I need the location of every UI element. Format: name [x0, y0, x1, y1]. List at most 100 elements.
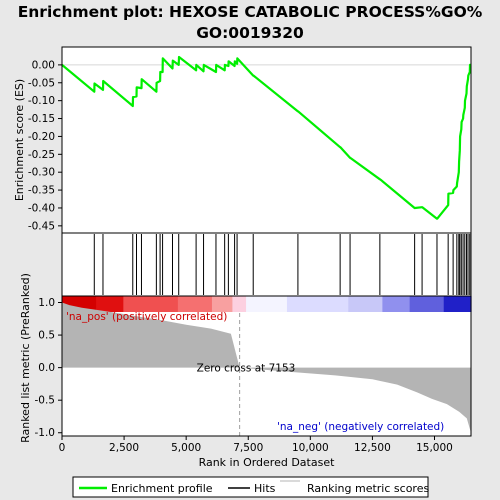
xtick-label: 5,000: [171, 442, 201, 454]
ranking-color-bar-segment: [293, 296, 302, 312]
metric-panel-frame: [61, 295, 472, 437]
ranking-color-bar-segment: [96, 296, 104, 312]
ranking-color-bar-segment: [341, 296, 349, 312]
legend-label-enrichment-profile: Enrichment profile: [111, 482, 213, 495]
es-ytick-label: -0.20: [28, 131, 55, 143]
legend-label-ranking-metric: Ranking metric scores: [307, 482, 429, 495]
es-ytick-label: -0.45: [28, 220, 55, 232]
ranking-color-bar-segment: [300, 296, 308, 312]
xtick-label: 2,500: [109, 442, 139, 454]
ranking-color-bar-segment: [150, 296, 159, 312]
xtick-label: 12,500: [354, 442, 391, 454]
ranking-color-bar-segment: [389, 296, 397, 312]
x-axis-label: Rank in Ordered Dataset: [199, 456, 336, 469]
ranking-color-bar-segment: [171, 296, 179, 312]
ranking-color-bar-segment: [109, 296, 118, 312]
ranking-color-bar-segment: [239, 296, 247, 312]
ranking-color-bar-segment: [266, 296, 274, 312]
ranking-color-bar-segment: [321, 296, 329, 312]
negative-correlation-label: 'na_neg' (negatively correlated): [277, 421, 444, 433]
ranking-color-bar-segment: [273, 296, 281, 312]
ranking-metric-area: [62, 302, 471, 433]
metric-ytick-label: 0.5: [38, 330, 55, 342]
es-ytick-label: -0.25: [28, 149, 55, 161]
ranking-color-bar-segment: [416, 296, 424, 312]
ranking-color-bar-segment: [177, 296, 186, 312]
ranking-color-bar-segment: [314, 296, 322, 312]
ranking-color-bar-segment: [443, 296, 452, 312]
legend-box: [72, 476, 429, 498]
ranking-color-bar-segment: [89, 296, 97, 312]
ranking-color-bar-segment: [218, 296, 227, 312]
ranking-color-bar-segment: [334, 296, 343, 312]
positive-correlation-label: 'na_pos' (positively correlated): [66, 311, 227, 323]
metric-ytick-label: -1.0: [35, 427, 56, 439]
chart-title-line-2: GO:0019320: [196, 24, 304, 42]
ranking-color-bar-segment: [464, 296, 472, 312]
hits-panel-background: [62, 233, 471, 296]
ranking-color-bar-segment: [327, 296, 336, 312]
ranking-color-bar-segment: [184, 296, 193, 312]
es-panel-background: [62, 47, 471, 233]
metric-ytick-label: -0.5: [35, 395, 56, 407]
ranking-color-bar-segment: [436, 296, 445, 312]
ranking-color-bar-segment: [286, 296, 295, 312]
metric-ytick-label: 0.0: [38, 362, 55, 374]
es-ytick-label: -0.40: [28, 202, 55, 214]
ranking-color-bar-segment: [116, 296, 124, 312]
ranking-color-bar-segment: [457, 296, 465, 312]
ranking-color-bar-segment: [280, 296, 288, 312]
ranking-color-bar-segment: [348, 296, 356, 312]
ranking-color-bar-segment: [307, 296, 315, 312]
ranking-color-bar-segment: [355, 296, 363, 312]
ranking-color-bar-segment: [123, 296, 131, 312]
ranking-color-bar-segment: [211, 296, 220, 312]
ranking-color-bar-segment: [157, 296, 165, 312]
ranking-color-bar-segment: [68, 296, 77, 312]
ranking-color-bar-segment: [82, 296, 90, 312]
ranking-color-bar-segment: [164, 296, 172, 312]
ranking-color-bar-segment: [225, 296, 234, 312]
ranking-color-bar-segment: [75, 296, 84, 312]
es-ytick-label: 0.00: [32, 59, 55, 71]
ranking-color-bar-segment: [143, 296, 152, 312]
ranking-color-bar-segment: [361, 296, 370, 312]
metric-ytick-label: 1.0: [38, 297, 55, 309]
es-ylabel: Enrichment score (ES): [13, 79, 26, 201]
ranking-color-bar-segment: [102, 296, 111, 312]
ranking-color-bar-segment: [232, 296, 240, 312]
ranking-color-bar-segment: [450, 296, 458, 312]
es-ytick-label: -0.10: [28, 95, 55, 107]
es-ytick-label: -0.35: [28, 185, 55, 197]
enrichment-profile-line: [61, 55, 472, 220]
ranking-color-bar-segment: [375, 296, 383, 312]
es-ytick-label: -0.30: [28, 167, 55, 179]
ranking-color-bar-segment: [382, 296, 390, 312]
chart-title-line-1: Enrichment plot: HEXOSE CATABOLIC PROCES…: [18, 3, 483, 21]
ranking-color-bar-segment: [423, 296, 431, 312]
ranking-color-bar-segment: [252, 296, 261, 312]
ranking-color-bar-segment: [136, 296, 145, 312]
es-ytick-label: -0.05: [28, 77, 55, 89]
ranking-color-bar-segment: [205, 296, 213, 312]
es-ytick-label: -0.15: [28, 113, 55, 125]
xtick-label: 15,000: [416, 442, 453, 454]
ranking-color-bar-segment: [198, 296, 206, 312]
ranking-color-bar-segment: [409, 296, 418, 312]
ranking-color-bar-segment: [130, 296, 138, 312]
ranking-color-bar-segment: [402, 296, 411, 312]
metric-ylabel: Ranked list metric (PreRanked): [19, 273, 32, 443]
xtick-label: 10,000: [292, 442, 329, 454]
ranking-color-bar-segment: [368, 296, 377, 312]
xtick-label: 0: [59, 442, 66, 454]
zero-cross-label: Zero cross at 7153: [197, 363, 296, 375]
ranking-color-bar-segment: [259, 296, 268, 312]
ranking-color-bar-segment: [246, 296, 254, 312]
ranking-color-bar-segment: [396, 296, 404, 312]
ranking-color-bar-segment: [430, 296, 438, 312]
legend-label-hits: Hits: [254, 482, 276, 495]
xtick-label: 7,500: [233, 442, 263, 454]
ranking-color-bar-segment: [191, 296, 199, 312]
